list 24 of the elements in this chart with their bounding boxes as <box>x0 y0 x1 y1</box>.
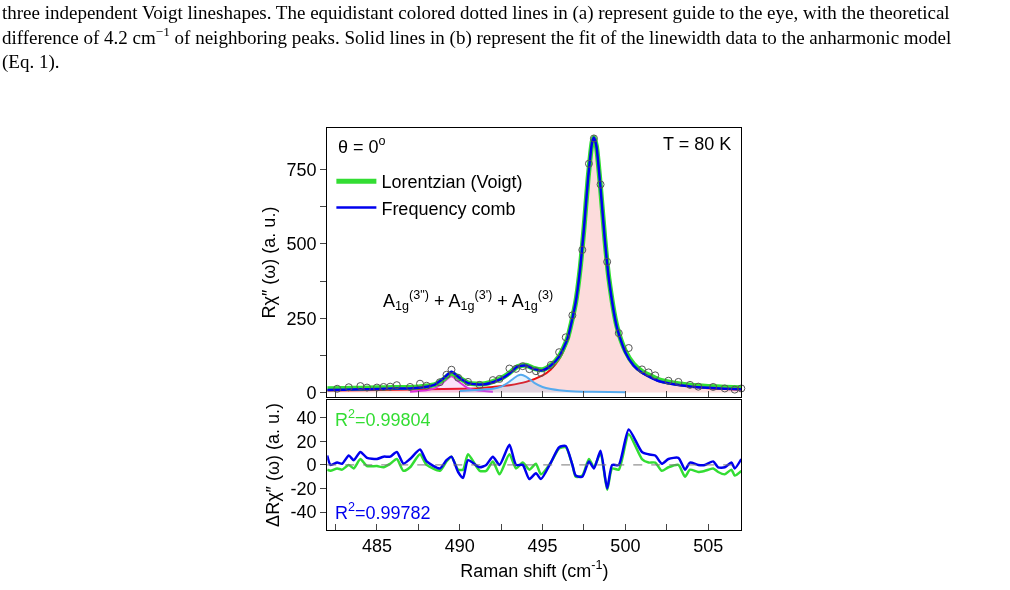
y-tick-label: 20 <box>296 431 317 452</box>
x-tick-label: 505 <box>693 536 724 557</box>
y-tick-label: -20 <box>290 478 317 499</box>
x-tick-label: 490 <box>444 536 475 557</box>
x-tick-label: 485 <box>361 536 392 557</box>
legend-label: Lorentzian (Voigt) <box>381 172 523 193</box>
y-tick-label: 0 <box>306 455 317 476</box>
y-tick-label: 500 <box>286 234 317 255</box>
y-axis-title: Rχ″ (ω) (a. u.) <box>258 206 279 319</box>
y-tick-label: 0 <box>306 382 317 403</box>
y-tick-label: 250 <box>286 308 317 329</box>
y-tick-label: 750 <box>286 159 317 180</box>
x-axis-title: Raman shift (cm$^{-1}$) <box>460 557 609 581</box>
y-tick-label: 40 <box>296 408 317 429</box>
annotation: T = 80 K <box>663 134 732 154</box>
text: three independent Voigt lineshapes. The equidistant colored dotted lines in (a) represent guide to the eye, with the theoretical difference of 4.2 cm$^{−1}$ of neighboring peaks. Solid lines in (b) represent the fit of the linewidth data to the anharmonic model (Eq. 1). <box>2 2 952 73</box>
annotation: R$^{2}$=0.99804 <box>335 407 431 430</box>
x-tick-label: 500 <box>610 536 641 557</box>
y-tick-label: -40 <box>290 502 317 523</box>
annotation: R$^{2}$=0.99782 <box>335 500 431 523</box>
annotation: θ = 0$^{o}$ <box>338 134 386 157</box>
y-axis-title: ΔRχ″ (ω) (a. u.) <box>262 402 283 527</box>
legend-label: Frequency comb <box>381 198 516 219</box>
x-tick-label: 495 <box>527 536 558 557</box>
